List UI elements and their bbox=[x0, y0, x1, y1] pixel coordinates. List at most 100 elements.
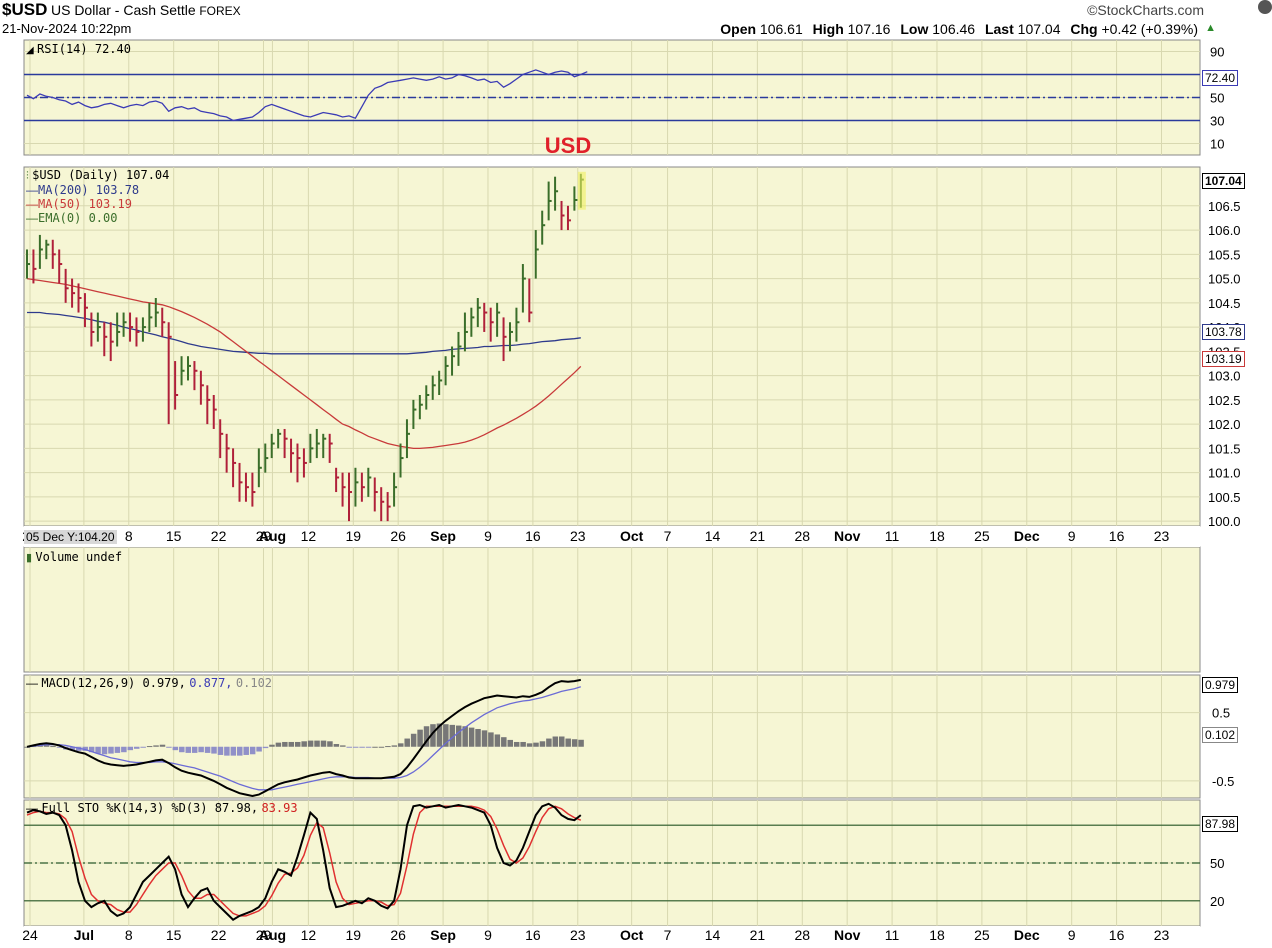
macd-hist-bar bbox=[443, 724, 449, 747]
chart-settings-icon[interactable] bbox=[1258, 0, 1272, 14]
macd-hist-bar bbox=[565, 738, 571, 747]
x-tick-label: 29 bbox=[256, 927, 272, 943]
x-tick-label: 12 bbox=[301, 528, 317, 544]
rsi-legend-label: RSI(14) 72.40 bbox=[37, 42, 131, 56]
x-tick-label: 7 bbox=[664, 927, 672, 943]
macd-hist-bar bbox=[262, 746, 269, 749]
macd-hist-bar bbox=[172, 746, 179, 751]
x-tick-label: 21 bbox=[750, 927, 766, 943]
macd-hist-bar bbox=[578, 739, 584, 747]
macd-hist-bar bbox=[179, 746, 185, 753]
macd-hist-bar bbox=[398, 743, 404, 747]
macd-hist-bar bbox=[88, 746, 95, 753]
macd-hist-bar bbox=[327, 741, 333, 747]
macd-hist-bar bbox=[359, 746, 365, 748]
x-tick-label: Oct bbox=[620, 927, 644, 943]
macd-hist-bar bbox=[224, 746, 230, 756]
macd-hist-bar bbox=[56, 746, 63, 748]
price-legend: ⫶ $USD (Daily) 107.04 —MA(200) 103.78 —M… bbox=[26, 168, 169, 225]
macd-hist-bar bbox=[275, 742, 282, 747]
macd-hist-bar bbox=[430, 724, 436, 747]
macd-hist-bar bbox=[494, 734, 501, 747]
chart-plot-area bbox=[24, 69, 1200, 921]
macd-hist-bar bbox=[449, 724, 456, 747]
panel-vol bbox=[23, 546, 1201, 673]
rsi-series-line bbox=[26, 69, 588, 122]
panel-macd bbox=[23, 674, 1201, 799]
x-tick-label: Dec bbox=[1014, 528, 1040, 544]
y-tick-label: 10 bbox=[1210, 137, 1224, 152]
open-label: Open bbox=[720, 21, 757, 37]
macd-hist-bar bbox=[166, 746, 172, 748]
open-value: 106.61 bbox=[759, 21, 803, 37]
y-tick-label: 106.5 bbox=[1208, 199, 1241, 214]
macd-hist-bar bbox=[307, 740, 314, 747]
x-tick-label: 11 bbox=[885, 927, 900, 943]
x-tick-label: 21 bbox=[750, 528, 766, 544]
x-tick-label: 9 bbox=[1068, 927, 1076, 943]
macd-hist-bar bbox=[249, 746, 256, 755]
ema-legend-label: EMA(0) 0.00 bbox=[38, 211, 118, 225]
macd-hist-bar bbox=[423, 726, 430, 747]
x-tick-label: 22 bbox=[211, 528, 227, 544]
macd-hist-bar bbox=[385, 746, 391, 748]
macd-hist-bar bbox=[256, 746, 262, 752]
macd-hist-bar bbox=[372, 746, 378, 748]
ma50-legend-label: MA(50) 103.19 bbox=[38, 197, 132, 211]
macd-hist-bar bbox=[410, 733, 417, 747]
ma50-value-tag: 103.19 bbox=[1202, 351, 1245, 367]
chart-panels bbox=[23, 39, 1201, 946]
x-tick-label: 16 bbox=[1109, 927, 1125, 943]
x-tick-label: 19 bbox=[345, 528, 361, 544]
last-bar-highlight bbox=[577, 171, 586, 210]
chg-label: Chg bbox=[1070, 21, 1098, 37]
macd-hist-bar bbox=[230, 746, 237, 756]
x-tick-label: Oct bbox=[620, 528, 644, 544]
last-label: Last bbox=[984, 21, 1014, 37]
macd-hist-bar bbox=[185, 746, 191, 753]
x-tick-label: 18 bbox=[929, 528, 945, 544]
macd-hist-bar bbox=[288, 741, 295, 747]
macd-hist-bar bbox=[559, 736, 565, 747]
y-tick-label: 30 bbox=[1210, 114, 1224, 129]
x-tick-label: 18 bbox=[929, 927, 945, 943]
macd-hist-bar bbox=[320, 740, 327, 747]
macd-hist-bar bbox=[217, 746, 224, 755]
macd-hist-bar bbox=[552, 736, 559, 747]
sto-k-line bbox=[26, 802, 582, 921]
volume-legend-label: Volume undef bbox=[35, 550, 123, 564]
date-crosshair-tag: 05 Dec Y:104.20 bbox=[24, 530, 117, 544]
x-tick-label: 8 bbox=[125, 528, 133, 544]
x-tick-label: 8 bbox=[125, 927, 133, 943]
macd-line bbox=[26, 678, 581, 798]
macd-hist-bar bbox=[198, 746, 204, 753]
macd-hist-bar bbox=[43, 745, 50, 747]
macd-hist-bar bbox=[468, 727, 475, 747]
macd-hist-bar bbox=[365, 746, 372, 748]
x-tick-label: 28 bbox=[794, 528, 810, 544]
rsi-icon: ◢ bbox=[26, 45, 34, 56]
x-tick-label: 19 bbox=[345, 927, 361, 943]
symbol-description: US Dollar - Cash Settle bbox=[50, 2, 196, 18]
rsi-legend: ◢ RSI(14) 72.40 bbox=[26, 42, 131, 56]
x-tick-label: Aug bbox=[259, 927, 286, 943]
brand-logo: ©StockCharts.com bbox=[1087, 2, 1204, 18]
macd-hist-bar bbox=[127, 746, 134, 751]
symbol-label: $USD bbox=[2, 0, 48, 19]
x-tick-label: 22 bbox=[211, 927, 227, 943]
last-price-tag: 107.04 bbox=[1202, 173, 1245, 189]
macd-hist-bar bbox=[346, 746, 352, 748]
high-label: High bbox=[812, 21, 844, 37]
macd-signal-label: 0.877, bbox=[189, 676, 233, 690]
macd-hist-bar bbox=[114, 746, 121, 753]
x-tick-label: 25 bbox=[974, 528, 990, 544]
macd-hist-bar bbox=[520, 741, 526, 747]
x-tick-label: 26 bbox=[390, 528, 406, 544]
macd-hist-bar bbox=[340, 745, 346, 747]
x-tick-label: 23 bbox=[570, 927, 586, 943]
y-tick-label: 100.5 bbox=[1208, 490, 1241, 505]
x-tick-label: 14 bbox=[705, 528, 721, 544]
ma200-series-line bbox=[27, 311, 581, 355]
sto-d-label: 83.93 bbox=[261, 801, 298, 815]
sto-value-tag: 87.98 bbox=[1202, 816, 1239, 832]
